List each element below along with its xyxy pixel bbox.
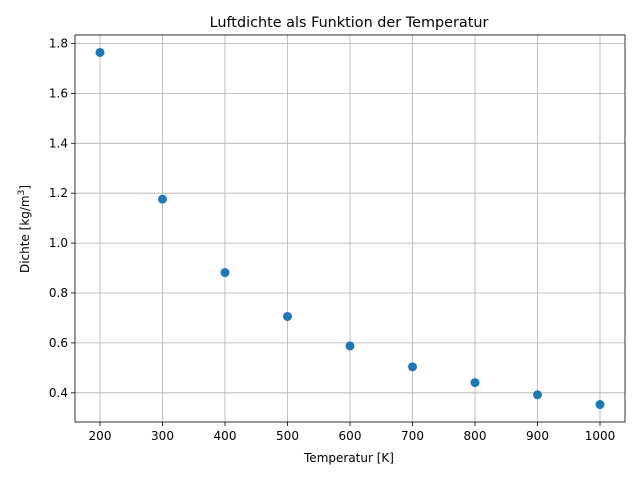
grid xyxy=(75,35,625,422)
data-point xyxy=(345,341,355,351)
x-tick-label: 1000 xyxy=(585,429,616,443)
chart-title: Luftdichte als Funktion der Temperatur xyxy=(210,15,489,31)
x-tick-label: 600 xyxy=(339,429,362,443)
x-tick-label: 700 xyxy=(401,429,424,443)
data-point xyxy=(470,378,480,388)
y-tick-label: 0.4 xyxy=(49,386,68,400)
y-tick-label: 1.6 xyxy=(49,86,68,100)
y-tick-label: 1.4 xyxy=(49,136,68,150)
x-tick-label: 300 xyxy=(151,429,174,443)
data-point xyxy=(408,362,417,372)
data-point xyxy=(595,400,605,410)
data-point xyxy=(95,47,105,57)
y-tick-label: 0.8 xyxy=(49,286,68,300)
data-point xyxy=(283,311,292,321)
x-tick-label: 900 xyxy=(526,429,549,443)
x-tick-label: 800 xyxy=(464,429,487,443)
x-tick-label: 500 xyxy=(276,429,299,443)
y-axis-label: Dichte [kg/m3] xyxy=(17,185,32,273)
x-axis-label: Temperatur [K] xyxy=(303,451,394,465)
x-tick-label: 200 xyxy=(89,429,112,443)
y-tick-label: 0.6 xyxy=(49,336,68,350)
x-tick-label: 400 xyxy=(214,429,237,443)
data-point xyxy=(158,194,167,204)
y-tick-label: 1.8 xyxy=(49,36,68,50)
y-tick-label: 1.0 xyxy=(49,236,68,250)
data-points xyxy=(95,47,605,410)
y-tick-label: 1.2 xyxy=(49,186,68,200)
data-point xyxy=(220,268,230,278)
x-axis-ticks: 200 300 400 500 600 700 800 900 1000 xyxy=(89,422,616,443)
data-point xyxy=(533,390,542,400)
y-axis-ticks: 0.4 0.6 0.8 1.0 1.2 1.4 1.6 1.8 xyxy=(49,36,75,400)
